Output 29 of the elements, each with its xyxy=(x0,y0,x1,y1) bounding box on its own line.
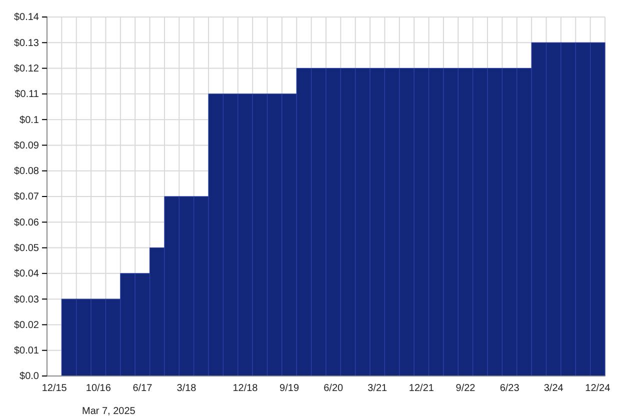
y-tick-label: $0.14 xyxy=(14,12,40,24)
x-tick-label: 3/21 xyxy=(368,383,388,394)
y-tick-label: $0.01 xyxy=(14,346,40,357)
x-tick-label: 6/17 xyxy=(132,383,153,394)
x-tick-label: 12/18 xyxy=(232,383,258,394)
y-tick-label: $0.13 xyxy=(14,38,40,49)
y-tick-label: $0.08 xyxy=(14,166,40,178)
y-tick-label: $0.03 xyxy=(14,294,40,306)
y-tick-label: $0.05 xyxy=(14,242,40,254)
x-tick-label: 9/22 xyxy=(456,383,476,394)
y-tick-label: $0.09 xyxy=(14,140,40,152)
x-tick-label: 6/23 xyxy=(500,383,520,394)
x-tick-label: 6/20 xyxy=(324,383,344,394)
y-tick-label: $0.06 xyxy=(14,217,40,228)
y-tick-label: $0.02 xyxy=(14,320,40,331)
y-tick-label: $0.04 xyxy=(14,268,40,280)
y-tick-label: $0.11 xyxy=(14,89,40,100)
y-tick-label: $0.1 xyxy=(20,114,40,126)
x-tick-label: 12/15 xyxy=(42,383,68,394)
x-tick-label: 9/19 xyxy=(280,383,300,394)
y-tick-label: $0.12 xyxy=(14,63,40,74)
y-tick-label: $0.0 xyxy=(20,371,40,382)
x-tick-label: 12/24 xyxy=(585,383,611,394)
y-tick-label: $0.07 xyxy=(14,192,40,203)
x-tick-label: 3/18 xyxy=(176,383,197,394)
x-tick-label: 12/21 xyxy=(408,383,434,394)
x-tick-label: 10/16 xyxy=(86,383,112,394)
text: Mar 7, 2025 xyxy=(82,406,136,417)
x-tick-label: 3/24 xyxy=(544,383,564,394)
